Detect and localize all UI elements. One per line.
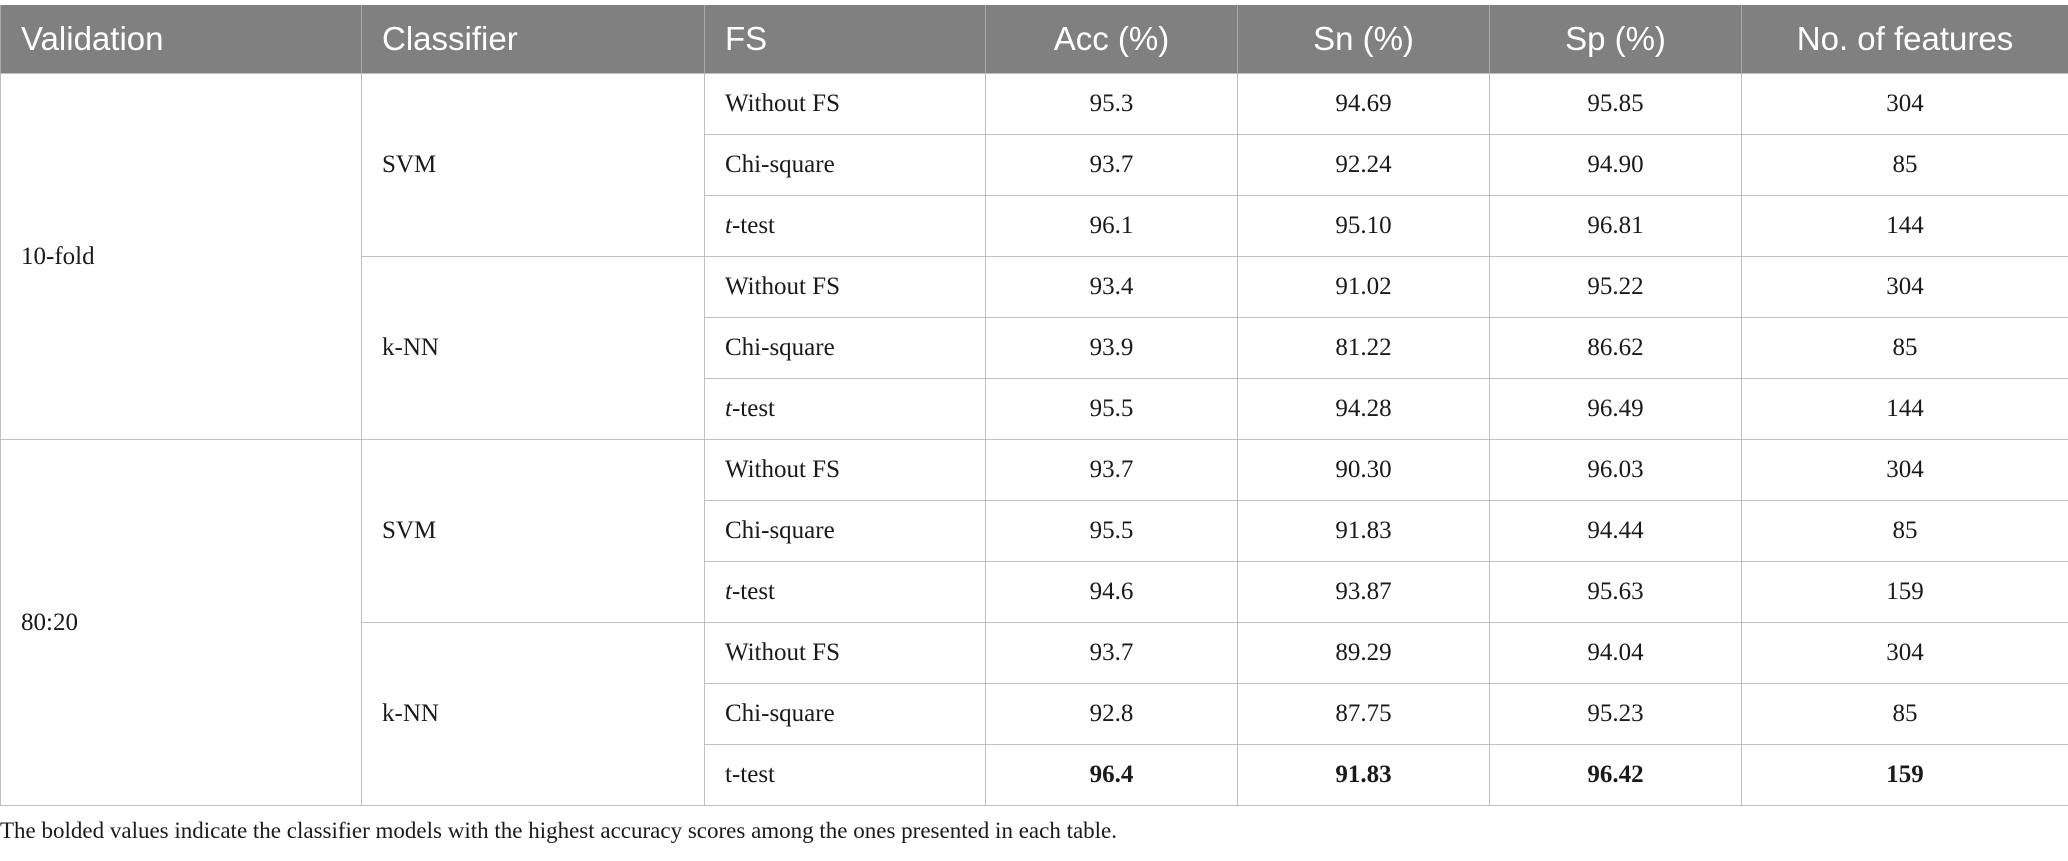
acc-cell: 95.3 [985, 73, 1238, 135]
fs-italic-letter: t [725, 395, 732, 422]
table-row: 10-fold SVM Without FS 95.3 94.69 95.85 … [0, 73, 2068, 440]
fs-italic-letter: t [725, 578, 732, 605]
sn-cell: 94.28 [1237, 378, 1490, 440]
sp-cell: 95.63 [1489, 561, 1742, 623]
fs-cell: Chi-square [704, 500, 986, 562]
fs-cell: t-test [704, 561, 986, 623]
fs-cell: Without FS [704, 73, 986, 135]
results-table: Validation Classifier FS Acc (%) Sn (%) … [0, 5, 2068, 806]
sp-cell: 96.81 [1489, 195, 1742, 257]
acc-cell: 96.1 [985, 195, 1238, 257]
fs-cell: Without FS [704, 439, 986, 501]
sp-cell: 94.44 [1489, 500, 1742, 562]
table-row: k-NN Without FS 93.7 89.29 94.04 304 [1, 622, 2068, 806]
sn-cell: 91.02 [1237, 256, 1490, 318]
acc-cell: 93.4 [985, 256, 1238, 318]
table-row: Chi-square 95.5 91.83 94.44 85 [1, 500, 2068, 562]
num-features-cell: 85 [1741, 317, 2068, 379]
table-body: 10-fold SVM Without FS 95.3 94.69 95.85 … [0, 73, 2068, 806]
num-features-cell: 144 [1741, 195, 2068, 257]
num-features-cell-best: 159 [1741, 744, 2068, 806]
acc-cell: 95.5 [985, 378, 1238, 440]
acc-cell: 94.6 [985, 561, 1238, 623]
num-features-cell: 85 [1741, 500, 2068, 562]
sp-cell: 96.03 [1489, 439, 1742, 501]
sn-cell: 87.75 [1237, 683, 1490, 745]
classifier-cell: SVM [361, 439, 705, 623]
fs-cell: t-test [704, 744, 986, 806]
fs-cell: Chi-square [704, 134, 986, 196]
sp-cell: 94.90 [1489, 134, 1742, 196]
sn-cell-best: 91.83 [1237, 744, 1490, 806]
validation-cell: 10-fold [0, 73, 362, 440]
table-row: t-test 96.1 95.10 96.81 144 [1, 195, 2068, 257]
table-footnote: The bolded values indicate the classifie… [0, 818, 1118, 843]
fs-cell: t-test [704, 378, 986, 440]
acc-cell: 95.5 [985, 500, 1238, 562]
num-features-cell: 159 [1741, 561, 2068, 623]
sn-cell: 81.22 [1237, 317, 1490, 379]
acc-cell: 93.7 [985, 134, 1238, 196]
acc-cell: 93.7 [985, 622, 1238, 684]
header-sp: Sp (%) [1489, 5, 1742, 74]
fs-cell: t-test [704, 195, 986, 257]
sp-cell: 94.04 [1489, 622, 1742, 684]
table-row: 80:20 SVM Without FS 93.7 90.30 96.03 30… [0, 439, 2068, 806]
sn-cell: 92.24 [1237, 134, 1490, 196]
num-features-cell: 304 [1741, 73, 2068, 135]
table-row-best: t-test 96.4 91.83 96.42 159 [1, 744, 2068, 806]
fs-cell: Chi-square [704, 683, 986, 745]
header-row: Validation Classifier FS Acc (%) Sn (%) … [0, 5, 2068, 74]
table-row: Chi-square 92.8 87.75 95.23 85 [1, 683, 2068, 745]
header-num-features: No. of features [1741, 5, 2068, 74]
num-features-cell: 85 [1741, 683, 2068, 745]
fs-cell: Chi-square [704, 317, 986, 379]
classifier-cell: SVM [361, 73, 705, 257]
num-features-cell: 304 [1741, 439, 2068, 501]
num-features-cell: 85 [1741, 134, 2068, 196]
classifier-cell: k-NN [361, 622, 705, 806]
sn-cell: 95.10 [1237, 195, 1490, 257]
header-acc: Acc (%) [985, 5, 1238, 74]
sp-cell: 86.62 [1489, 317, 1742, 379]
sp-cell: 95.23 [1489, 683, 1742, 745]
fs-cell: Without FS [704, 622, 986, 684]
sp-cell: 95.85 [1489, 73, 1742, 135]
table-row: Chi-square 93.9 81.22 86.62 85 [1, 317, 2068, 379]
results-table-container: Validation Classifier FS Acc (%) Sn (%) … [0, 5, 2068, 806]
fs-cell-text: -test [731, 578, 775, 605]
acc-cell: 93.7 [985, 439, 1238, 501]
header-classifier: Classifier [361, 5, 705, 74]
num-features-cell: 304 [1741, 256, 2068, 318]
acc-cell-best: 96.4 [985, 744, 1238, 806]
num-features-cell: 144 [1741, 378, 2068, 440]
header-fs: FS [704, 5, 986, 74]
fs-cell: Without FS [704, 256, 986, 318]
sp-cell: 96.49 [1489, 378, 1742, 440]
sp-cell: 95.22 [1489, 256, 1742, 318]
header-sn: Sn (%) [1237, 5, 1490, 74]
acc-cell: 93.9 [985, 317, 1238, 379]
num-features-cell: 304 [1741, 622, 2068, 684]
sp-cell-best: 96.42 [1489, 744, 1742, 806]
fs-italic-letter: t [725, 212, 732, 239]
sn-cell: 94.69 [1237, 73, 1490, 135]
table-header: Validation Classifier FS Acc (%) Sn (%) … [0, 5, 2068, 74]
sn-cell: 91.83 [1237, 500, 1490, 562]
sn-cell: 90.30 [1237, 439, 1490, 501]
validation-cell: 80:20 [0, 439, 362, 806]
classifier-cell: k-NN [361, 256, 705, 440]
sn-cell: 93.87 [1237, 561, 1490, 623]
sn-cell: 89.29 [1237, 622, 1490, 684]
fs-cell-text: -test [731, 395, 775, 422]
fs-cell-text: -test [731, 212, 775, 239]
acc-cell: 92.8 [985, 683, 1238, 745]
header-validation: Validation [0, 5, 362, 74]
